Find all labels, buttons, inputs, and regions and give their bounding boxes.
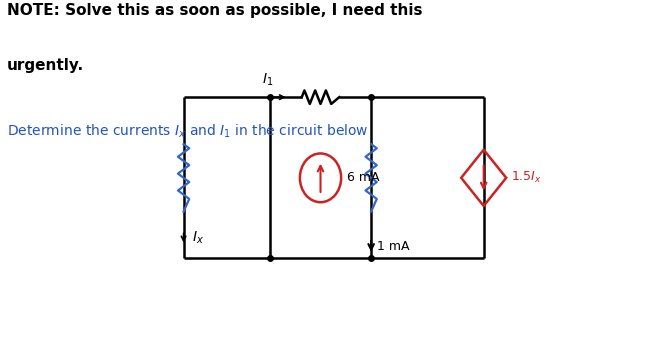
- Text: 1 mA: 1 mA: [377, 240, 409, 253]
- Text: urgently.: urgently.: [7, 58, 83, 73]
- Text: $I_1$: $I_1$: [262, 71, 273, 88]
- Text: 6 mA: 6 mA: [347, 171, 380, 184]
- Text: $1.5I_x$: $1.5I_x$: [510, 170, 542, 186]
- Text: Determine the currents $I_x$ and $I_1$ in the circuit below: Determine the currents $I_x$ and $I_1$ i…: [7, 123, 368, 140]
- Text: $I_x$: $I_x$: [192, 229, 204, 246]
- Text: NOTE: Solve this as soon as possible, I need this: NOTE: Solve this as soon as possible, I …: [7, 3, 422, 18]
